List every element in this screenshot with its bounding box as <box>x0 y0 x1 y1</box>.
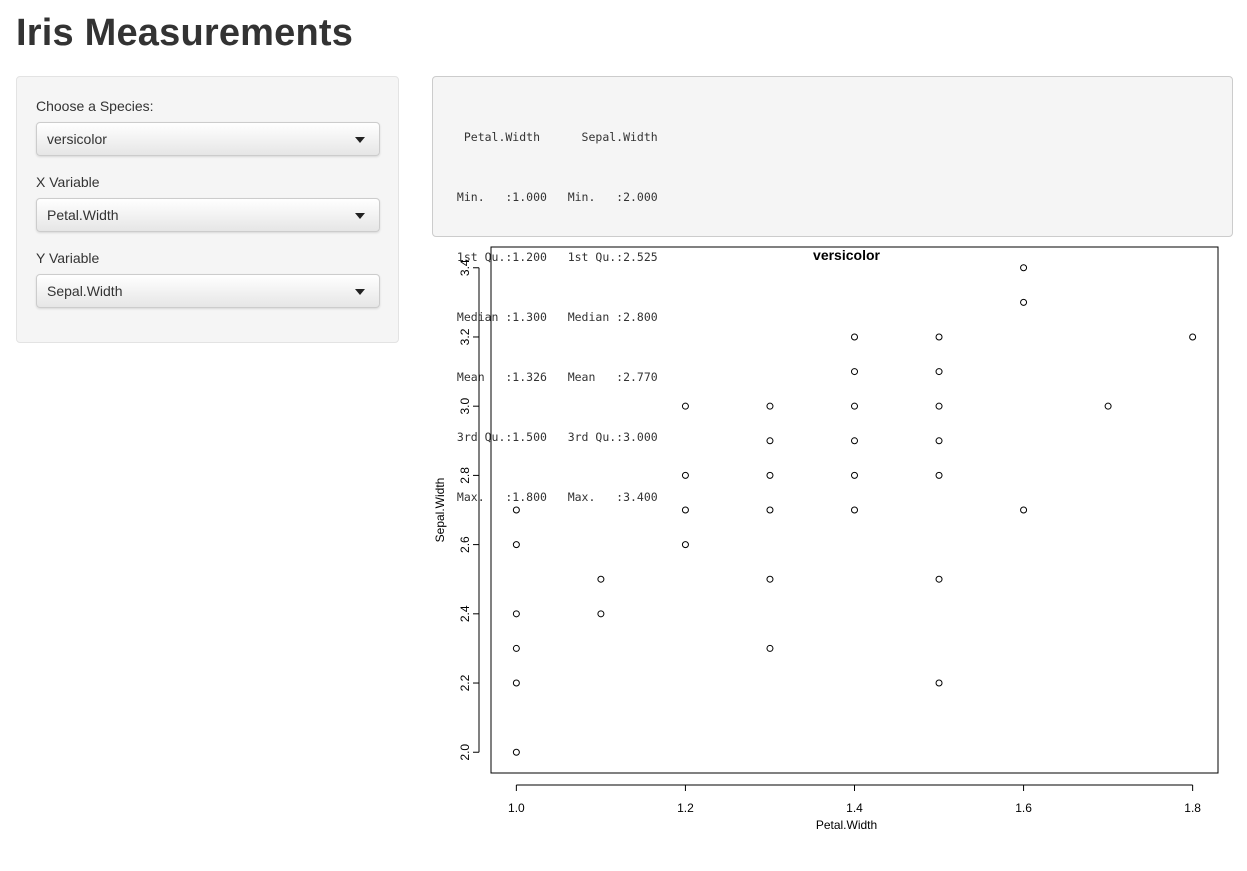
data-point <box>681 402 689 410</box>
summary-line: Min. :1.000 Min. :2.000 <box>450 190 672 204</box>
x-tick-label: 1.8 <box>1184 801 1201 815</box>
y-tick-label: 2.2 <box>458 674 472 691</box>
x-variable-select-value: Petal.Width <box>47 207 119 223</box>
y-tick-label: 3.2 <box>458 328 472 345</box>
data-point <box>597 610 605 618</box>
summary-line: 1st Qu.:1.200 1st Qu.:2.525 <box>450 250 672 264</box>
x-tick-label: 1.2 <box>677 801 694 815</box>
sidebar-panel: Choose a Species: versicolor X Variable … <box>16 76 399 343</box>
data-point <box>766 437 774 445</box>
species-select-value: versicolor <box>47 131 107 147</box>
y-tick-label: 2.6 <box>458 536 472 553</box>
data-point <box>851 506 858 514</box>
chart-title: versicolor <box>813 247 880 263</box>
y-tick-label: 3.0 <box>458 398 472 415</box>
data-point <box>1020 264 1028 272</box>
x-variable-select[interactable]: Petal.Width <box>36 198 380 232</box>
y-tick-label: 2.4 <box>458 605 472 622</box>
data-point <box>935 333 943 341</box>
data-point <box>766 644 774 652</box>
data-point <box>851 437 858 445</box>
data-point <box>766 575 774 583</box>
data-point <box>766 471 774 479</box>
chevron-down-icon <box>355 137 365 143</box>
data-point <box>512 506 520 514</box>
y-variable-select[interactable]: Sepal.Width <box>36 274 380 308</box>
data-point <box>851 402 858 410</box>
y-variable-label: Y Variable <box>36 250 100 266</box>
summary-line: Median :1.300 Median :2.800 <box>450 310 672 324</box>
x-tick-label: 1.0 <box>508 801 525 815</box>
data-point <box>1104 402 1112 410</box>
data-point <box>681 541 689 549</box>
data-point <box>851 368 858 376</box>
data-point <box>851 471 858 479</box>
y-tick-label: 2.0 <box>458 744 472 761</box>
scatter-plot: versicolor 1.0 1.2 1.4 1.6 1.8 Petal.Width 2.0 2… <box>433 246 1219 832</box>
data-point <box>512 541 520 549</box>
data-point <box>766 402 774 410</box>
data-point <box>597 575 605 583</box>
data-point <box>935 402 943 410</box>
data-point <box>512 679 520 687</box>
page-title: Iris Measurements <box>16 12 354 54</box>
x-tick-label: 1.6 <box>1015 801 1032 815</box>
species-select[interactable]: versicolor <box>36 122 380 156</box>
x-variable-label: X Variable <box>36 174 100 190</box>
data-point <box>1020 298 1028 306</box>
y-variable-select-value: Sepal.Width <box>47 283 123 299</box>
summary-line: Max. :1.800 Max. :3.400 <box>450 490 672 504</box>
summary-line: Petal.Width Sepal.Width <box>450 130 672 144</box>
data-point <box>681 471 689 479</box>
summary-line: Mean :1.326 Mean :2.770 <box>450 370 672 384</box>
data-point <box>766 506 774 514</box>
data-point <box>935 368 943 376</box>
species-label: Choose a Species: <box>36 98 154 114</box>
y-tick-label: 3.4 <box>458 259 472 276</box>
data-point <box>935 575 943 583</box>
data-point <box>935 437 943 445</box>
data-point <box>935 679 943 687</box>
data-point <box>512 644 520 652</box>
chevron-down-icon <box>355 213 365 219</box>
data-point <box>512 610 520 618</box>
data-point <box>1189 333 1197 341</box>
data-point <box>935 471 943 479</box>
y-axis-label: Sepal.Width <box>433 478 447 543</box>
data-point <box>851 333 858 341</box>
summary-line: 3rd Qu.:1.500 3rd Qu.:3.000 <box>450 430 672 444</box>
data-point <box>512 748 520 756</box>
summary-output: Petal.Width Sepal.Width Min. :1.000 Min.… <box>432 76 1233 504</box>
chevron-down-icon <box>355 289 365 295</box>
x-axis-label: Petal.Width <box>816 818 877 832</box>
plot-frame <box>490 246 1219 774</box>
data-point <box>681 506 689 514</box>
x-tick-label: 1.4 <box>846 801 863 815</box>
y-tick-label: 2.8 <box>458 467 472 484</box>
data-point <box>1020 506 1028 514</box>
